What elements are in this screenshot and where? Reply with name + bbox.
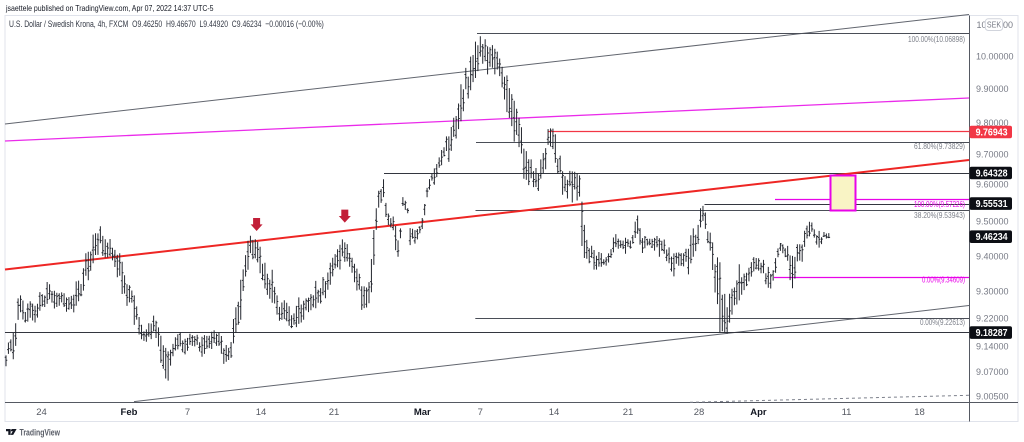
svg-text:9.46234: 9.46234 [976, 232, 1008, 243]
svg-text:SEK: SEK [987, 21, 1002, 30]
svg-text:Apr: Apr [750, 407, 767, 418]
svg-text:0.00%(9.34609): 0.00%(9.34609) [922, 275, 965, 285]
svg-text:TradingView: TradingView [20, 427, 61, 438]
svg-text:9.40000: 9.40000 [976, 252, 1009, 262]
svg-text:14: 14 [549, 407, 560, 418]
svg-text:10.00000: 10.00000 [976, 52, 1014, 62]
svg-text:21: 21 [329, 407, 340, 418]
svg-text:00: 00 [1003, 20, 1013, 30]
svg-text:7: 7 [185, 407, 190, 418]
svg-text:Feb: Feb [121, 407, 138, 418]
svg-text:9.60000: 9.60000 [976, 180, 1009, 190]
svg-text:11: 11 [842, 407, 852, 418]
svg-text:9.50000: 9.50000 [976, 217, 1009, 227]
svg-text:Mar: Mar [414, 407, 431, 418]
svg-text:24: 24 [36, 407, 47, 418]
svg-text:9.64328: 9.64328 [976, 168, 1008, 179]
svg-text:21: 21 [623, 407, 634, 418]
svg-text:9.07000: 9.07000 [976, 367, 1009, 377]
svg-text:28: 28 [694, 407, 705, 418]
svg-text:9.18287: 9.18287 [976, 328, 1008, 339]
svg-text:14: 14 [256, 407, 267, 418]
svg-text:9.76943: 9.76943 [976, 127, 1008, 138]
svg-text:9.30000: 9.30000 [976, 287, 1009, 297]
svg-text:9.55531: 9.55531 [976, 199, 1008, 210]
svg-text:9.14000: 9.14000 [976, 342, 1009, 352]
svg-text:38.20%(9.53943): 38.20%(9.53943) [914, 210, 965, 220]
svg-text:9.00500: 9.00500 [976, 392, 1009, 402]
svg-text:61.80%(9.73829): 61.80%(9.73829) [914, 141, 965, 151]
svg-text:9.70000: 9.70000 [976, 150, 1009, 160]
svg-text:100.00%(9.57226): 100.00%(9.57226) [914, 199, 965, 209]
svg-text:9.90000: 9.90000 [976, 84, 1009, 94]
svg-text:18: 18 [914, 407, 925, 418]
svg-text:0.00%(9.22613): 0.00%(9.22613) [920, 317, 965, 327]
svg-text:10: 10 [977, 20, 987, 30]
svg-text:100.00%(10.06898): 100.00%(10.06898) [908, 34, 965, 44]
svg-text:9.22000: 9.22000 [976, 313, 1009, 323]
svg-text:9.80000: 9.80000 [976, 118, 1009, 128]
svg-text:7: 7 [478, 407, 483, 418]
